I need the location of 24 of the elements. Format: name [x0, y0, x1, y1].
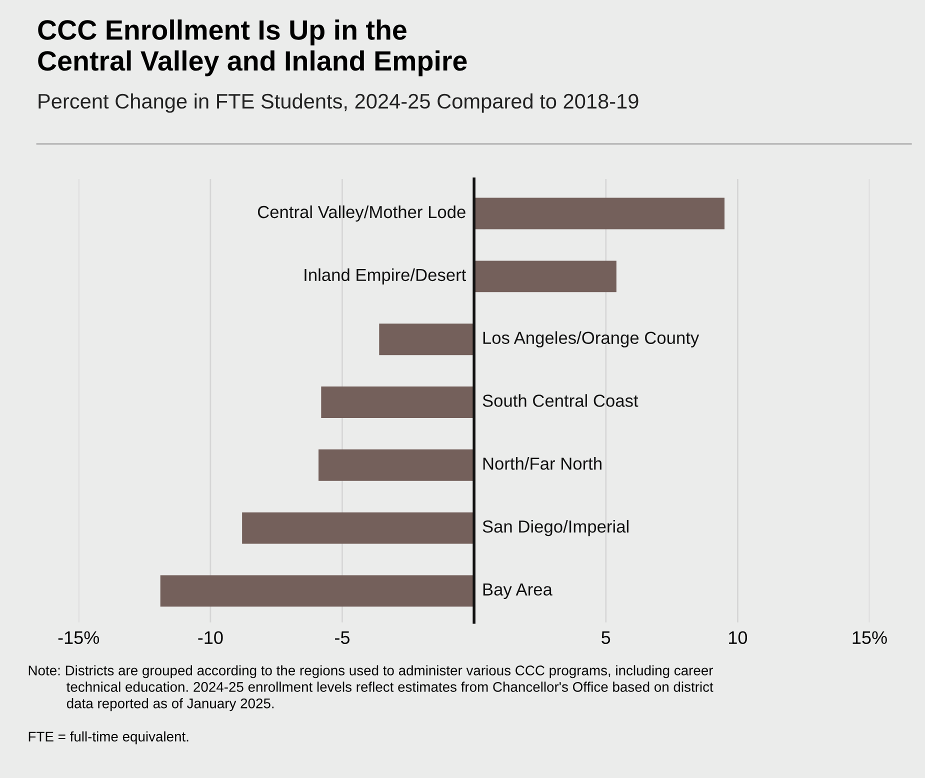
text: Note: Districts are grouped according to the regions used to administer various CCC programs, including career technical education. 2024-25 enrollment levels reflect estimates from Chancellor's Office based on district data reported as of January 2025. — [28, 665, 714, 712]
x-tick-label: -15% — [58, 631, 100, 644]
bar — [321, 386, 474, 418]
y-tick-label: Los Angeles/Orange County — [483, 331, 700, 348]
y-tick-label: San Diego/Imperial — [482, 520, 628, 536]
y-tick-label: Inland Empire/Desert — [304, 268, 466, 285]
y-tick-label: North/Far North — [483, 457, 602, 470]
bar — [474, 260, 616, 292]
y-tick-label: Bay Area — [483, 583, 552, 600]
chart-subtitle: Percent Change in FTE Students, 2024-25 Compared to 2018-19 — [38, 93, 638, 113]
x-tick-label: 5 — [602, 631, 610, 644]
bar — [318, 449, 474, 481]
bar — [379, 324, 474, 356]
x-tick-label: 15% — [852, 631, 887, 644]
x-tick-label: -10 — [198, 631, 223, 644]
bar — [474, 198, 725, 230]
text: FTE = full-time equivalent. — [28, 731, 188, 744]
y-tick-label: Central Valley/Mother Lode — [258, 205, 466, 222]
x-tick-label: 10 — [729, 631, 748, 644]
x-tick-label: -5 — [335, 631, 350, 644]
bar — [242, 512, 474, 544]
chart-title: CCC Enrollment Is Up in the Central Valley and Inland Empire — [38, 19, 467, 76]
y-tick-label: South Central Coast — [482, 394, 638, 407]
bar — [160, 575, 474, 607]
